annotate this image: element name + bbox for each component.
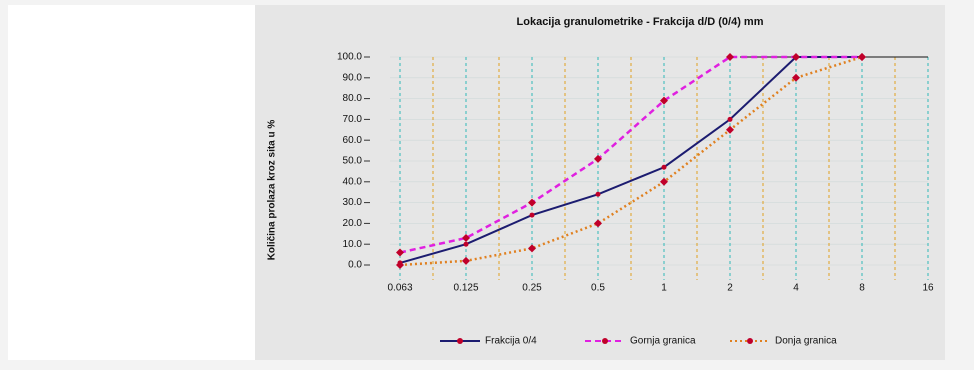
x-tick-label: 1: [661, 283, 667, 294]
chart-title: Lokacija granulometrike - Frakcija d/D (…: [517, 16, 764, 28]
y-tick-label: 90.0: [343, 72, 363, 83]
y-tick-label: 80.0: [343, 93, 363, 104]
y-tick-label: 60.0: [343, 135, 363, 146]
x-tick-label: 16: [922, 283, 934, 294]
x-tick-label: 0.25: [522, 283, 542, 294]
x-tick-label: 0.5: [591, 283, 605, 294]
x-tick-label: 8: [859, 283, 865, 294]
y-tick-label: 100.0: [337, 52, 362, 63]
side-panel: [8, 5, 255, 360]
y-tick-label: 10.0: [343, 239, 363, 250]
legend-marker: [602, 338, 608, 344]
y-tick-label: 40.0: [343, 176, 363, 187]
x-tick-label: 0.063: [387, 283, 412, 294]
marker: [464, 242, 469, 247]
x-tick-label: 0.125: [453, 283, 478, 294]
legend-marker: [457, 338, 463, 344]
page: {"chart_data": {"type": "line", "title":…: [0, 0, 974, 365]
legend-marker: [747, 338, 753, 344]
y-axis-label: Količina prolaza kroz sita u %: [267, 120, 278, 261]
marker: [530, 213, 535, 218]
marker: [662, 165, 667, 170]
chart: Lokacija granulometrike - Frakcija d/D (…: [0, 0, 974, 365]
y-tick-label: 50.0: [343, 156, 363, 167]
marker: [596, 192, 601, 197]
legend-label: Donja granica: [775, 336, 837, 347]
y-tick-label: 30.0: [343, 197, 363, 208]
y-tick-label: 70.0: [343, 114, 363, 125]
x-tick-label: 4: [793, 283, 799, 294]
x-tick-label: 2: [727, 283, 733, 294]
legend-label: Frakcija 0/4: [485, 336, 537, 347]
legend-label: Gornja granica: [630, 336, 696, 347]
marker: [728, 117, 733, 122]
y-tick-label: 20.0: [343, 218, 363, 229]
y-tick-label: 0.0: [348, 260, 362, 271]
